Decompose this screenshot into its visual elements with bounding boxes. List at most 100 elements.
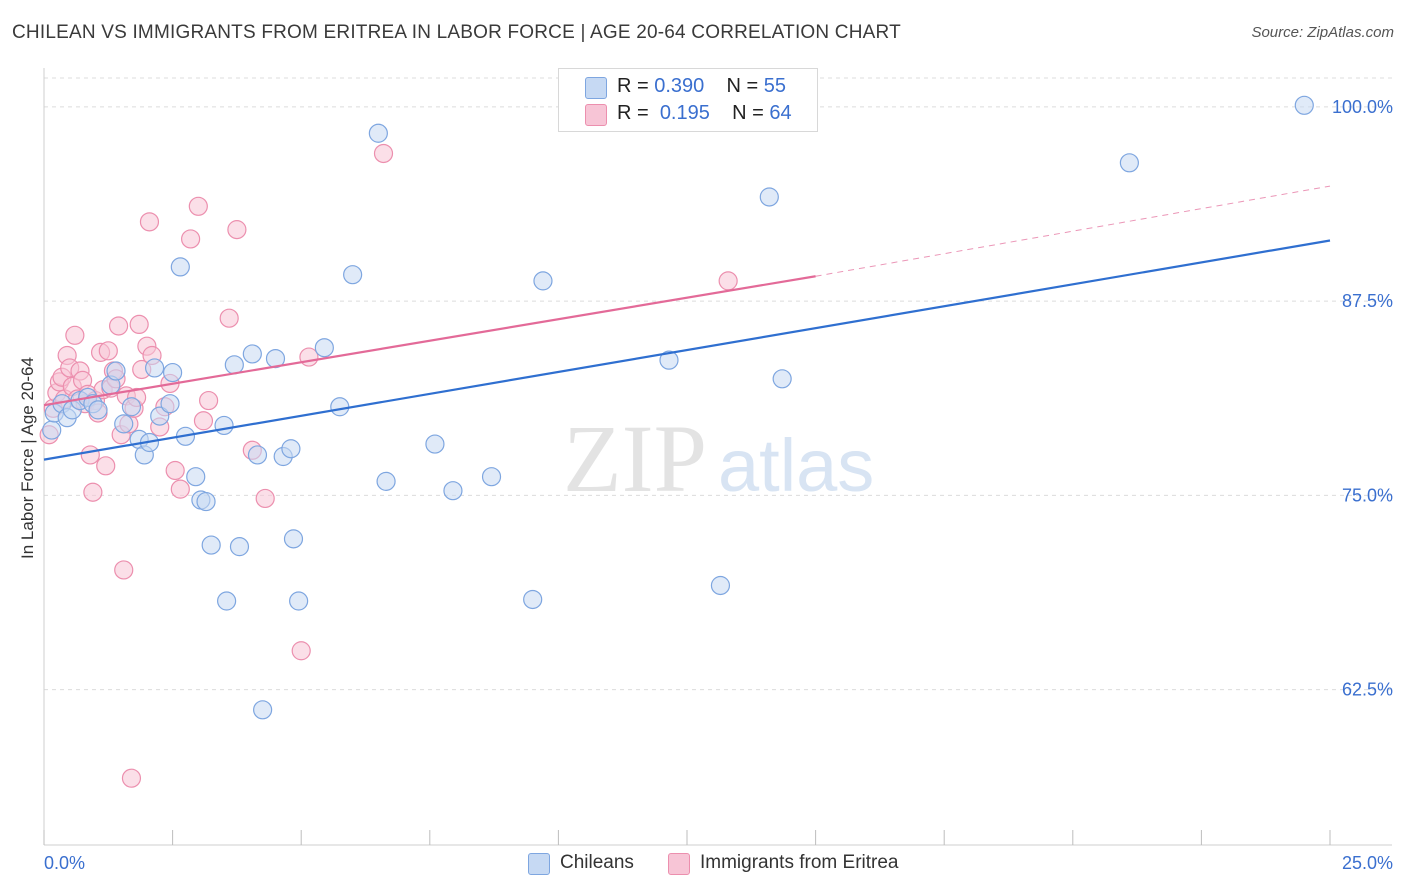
chilean-point — [314, 338, 334, 358]
y-tick-label: 87.5% — [1342, 291, 1393, 311]
chilean-point — [88, 400, 108, 420]
chileans-swatch — [585, 77, 607, 99]
x-tick-labels: 0.0% 25.0% — [44, 853, 1393, 873]
eritrea-point — [129, 314, 149, 335]
chilean-point — [376, 471, 396, 491]
eritrea-point — [98, 341, 118, 361]
axes — [43, 68, 1392, 846]
chilean-point — [42, 420, 62, 440]
chilean-point — [330, 397, 350, 417]
y-tick-label: 100.0% — [1332, 97, 1393, 117]
r-label: R = — [617, 102, 649, 124]
eritrea-point — [139, 212, 160, 232]
eritrea-point — [299, 347, 319, 367]
chilean-point — [1294, 95, 1314, 115]
r-label: R = — [617, 75, 649, 97]
chilean-point — [217, 591, 237, 611]
r-value: 0.390 — [654, 75, 705, 97]
stats-text-chileans: R = 0.390 N = 55 — [617, 75, 786, 98]
chilean-point — [224, 355, 244, 375]
chilean-point — [201, 535, 221, 555]
eritrea-point — [170, 479, 190, 499]
chilean-point — [659, 350, 679, 370]
chilean-point — [759, 187, 779, 207]
eritrea-point — [165, 460, 185, 481]
chilean-point — [247, 445, 268, 465]
chileans-legend-swatch — [528, 853, 550, 875]
x-tick-label-max: 25.0% — [1342, 853, 1393, 873]
chilean-point — [186, 467, 206, 487]
chilean-point — [160, 394, 180, 414]
chilean-point — [1119, 153, 1139, 173]
x-ticks — [43, 830, 1331, 845]
watermark: ZIP atlas — [563, 405, 874, 512]
watermark-atlas: atlas — [718, 424, 874, 507]
eritrea-point — [181, 229, 201, 249]
eritrea-point — [718, 271, 738, 291]
chilean-point — [523, 589, 543, 610]
chileans-trend-line — [43, 239, 1331, 461]
chilean-point — [710, 575, 731, 596]
chilean-point — [283, 529, 304, 549]
eritrea-point — [114, 560, 134, 580]
chart-title: CHILEAN VS IMMIGRANTS FROM ERITREA IN LA… — [12, 22, 901, 43]
eritrea-point — [373, 143, 394, 164]
eritrea-point — [188, 196, 208, 216]
chilean-point — [106, 361, 126, 381]
chilean-point — [253, 700, 273, 720]
eritrea-point — [199, 390, 219, 411]
legend-label-eritrea: Immigrants from Eritrea — [700, 852, 899, 873]
chilean-point — [289, 591, 309, 611]
y-tick-label: 75.0% — [1342, 485, 1393, 505]
eritrea-point — [96, 456, 116, 476]
eritrea-point — [219, 308, 239, 328]
chilean-point — [121, 397, 142, 417]
eritrea-point — [291, 641, 311, 661]
chilean-point — [144, 358, 165, 378]
chilean-point — [481, 467, 502, 487]
watermark-zip: ZIP — [563, 405, 707, 512]
chilean-point — [368, 123, 388, 143]
eritrea-legend-swatch — [668, 853, 690, 875]
chilean-point — [772, 369, 792, 389]
chilean-point — [229, 537, 250, 557]
eritrea-trend-line — [43, 275, 816, 407]
chilean-point — [242, 344, 262, 364]
eritrea-point — [193, 411, 214, 431]
eritrea-point — [227, 220, 247, 240]
eritrea-point — [255, 488, 275, 509]
x-tick-label-min: 0.0% — [44, 853, 85, 873]
y-tick-labels: 62.5% 75.0% 87.5% 100.0% — [1332, 97, 1393, 700]
chilean-point — [150, 406, 170, 426]
eritrea-swatch — [585, 104, 607, 126]
eritrea-point — [65, 325, 85, 345]
n-label: N = — [732, 102, 764, 124]
eritrea-trend-extension — [815, 185, 1331, 277]
legend-label-chileans: Chileans — [560, 852, 634, 873]
chilean-point — [170, 257, 190, 277]
stats-text-eritrea: R = 0.195 N = 64 — [617, 102, 792, 125]
source-credit: Source: ZipAtlas.com — [1251, 24, 1394, 41]
stats-legend: R = 0.390 N = 55 R = 0.195 N = 64 — [558, 68, 818, 132]
chilean-point — [214, 415, 234, 436]
chilean-point — [114, 414, 134, 434]
chilean-point — [533, 271, 553, 291]
n-label: N = — [726, 75, 759, 97]
chilean-point — [163, 362, 183, 383]
r-value: 0.195 — [659, 102, 710, 124]
eritrea-point — [108, 316, 129, 336]
chilean-point — [281, 439, 301, 459]
series-legend: Chileans Immigrants from Eritrea — [0, 852, 1406, 878]
series-chileans-points — [42, 95, 1314, 720]
eritrea-point — [83, 482, 103, 502]
chilean-point — [196, 491, 216, 512]
grid-lines — [44, 77, 1392, 691]
y-tick-label: 62.5% — [1342, 680, 1393, 700]
trend-lines — [43, 185, 1331, 461]
eritrea-point — [121, 768, 142, 788]
chilean-point — [425, 434, 445, 454]
chilean-point — [343, 265, 363, 285]
eritrea-point — [80, 445, 100, 465]
chilean-point — [443, 481, 463, 501]
